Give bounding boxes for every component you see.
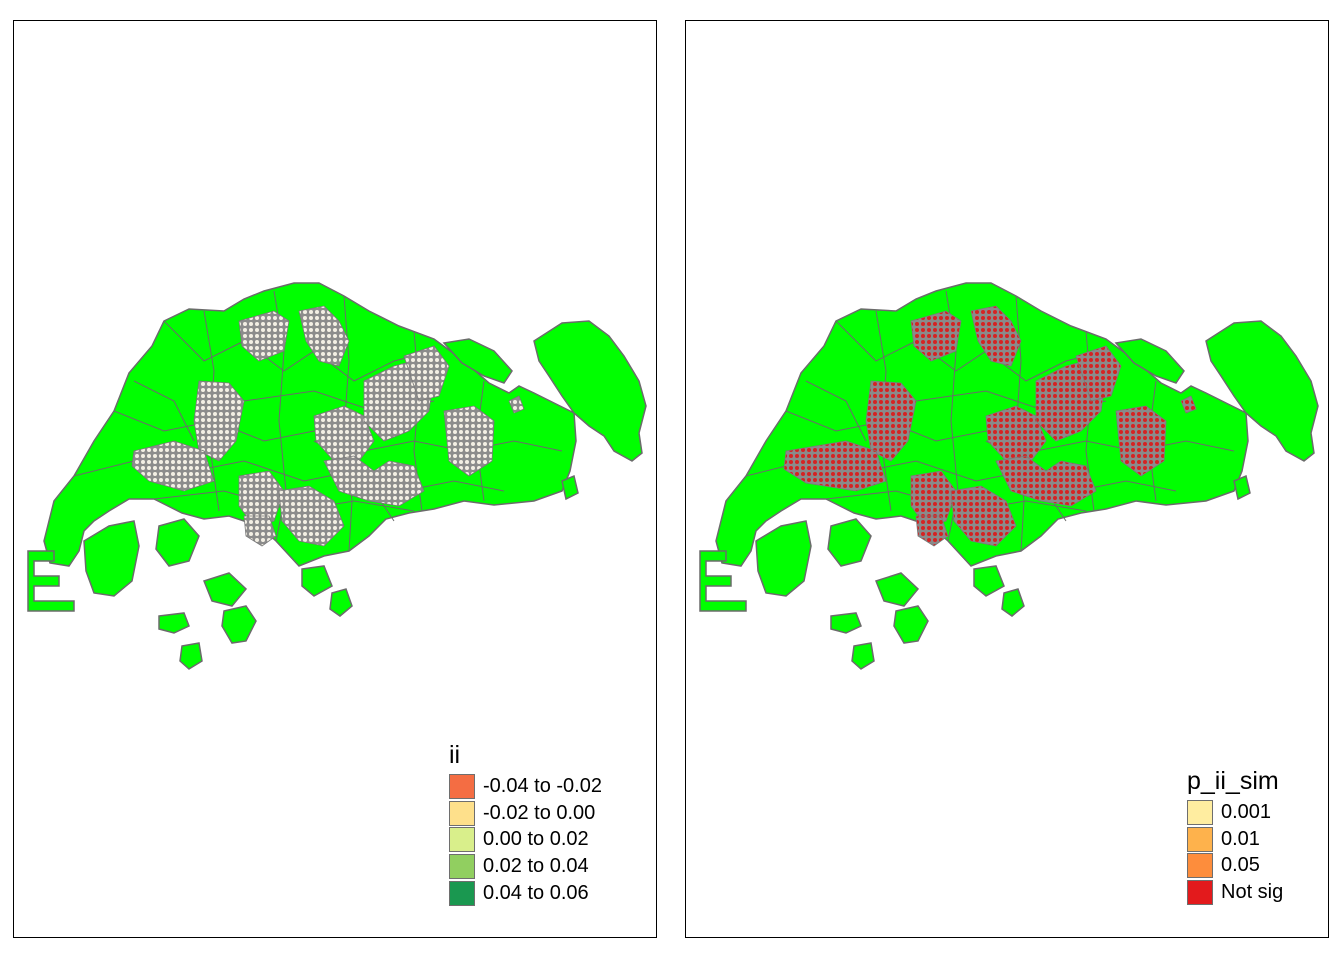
legend-item: 0.05	[1187, 852, 1283, 879]
legend-label: Not sig	[1221, 880, 1284, 903]
legend-label: 0.00 to 0.02	[483, 828, 589, 851]
legend-item: 0.02 to 0.04	[449, 853, 602, 880]
legend-item: 0.01	[1187, 826, 1283, 853]
legend-p-ii-sim: p_ii_sim 0.001 0.01 0.05 Not sig	[1187, 767, 1283, 906]
legend-label: -0.02 to 0.00	[483, 801, 596, 824]
dotted-significant-areas	[783, 305, 1197, 547]
legend-swatch	[449, 800, 475, 826]
legend-label: 0.01	[1221, 827, 1260, 850]
legend-swatch	[449, 773, 475, 799]
legend-item: 0.001	[1187, 799, 1283, 826]
legend-item: Not sig	[1187, 879, 1283, 906]
legend-swatch	[1187, 799, 1213, 825]
map-panel-ii: ii -0.04 to -0.02 -0.02 to 0.00 0.00 to …	[13, 20, 657, 938]
legend-label: 0.04 to 0.06	[483, 881, 589, 904]
legend-label: 0.001	[1221, 800, 1272, 823]
legend-item: 0.00 to 0.02	[449, 826, 602, 853]
legend-swatch	[449, 853, 475, 879]
legend-swatch	[1187, 826, 1213, 852]
legend-title: ii	[449, 741, 461, 769]
legend-ii: ii -0.04 to -0.02 -0.02 to 0.00 0.00 to …	[449, 741, 602, 906]
legend-item: -0.02 to 0.00	[449, 800, 602, 827]
legend-item: -0.04 to -0.02	[449, 773, 602, 800]
legend-label: 0.05	[1221, 854, 1260, 877]
legend-title: p_ii_sim	[1187, 767, 1279, 795]
legend-swatch	[1187, 879, 1213, 905]
map-panel-p-ii-sim: p_ii_sim 0.001 0.01 0.05 Not sig	[685, 20, 1329, 938]
dotted-significant-areas	[131, 305, 525, 547]
legend-item: 0.04 to 0.06	[449, 880, 602, 907]
legend-swatch	[449, 827, 475, 853]
legend-label: 0.02 to 0.04	[483, 854, 589, 877]
legend-swatch	[449, 880, 475, 906]
legend-swatch	[1187, 853, 1213, 879]
legend-label: -0.04 to -0.02	[483, 774, 602, 797]
map-ii	[27, 282, 647, 670]
map-p-ii-sim	[699, 282, 1319, 670]
